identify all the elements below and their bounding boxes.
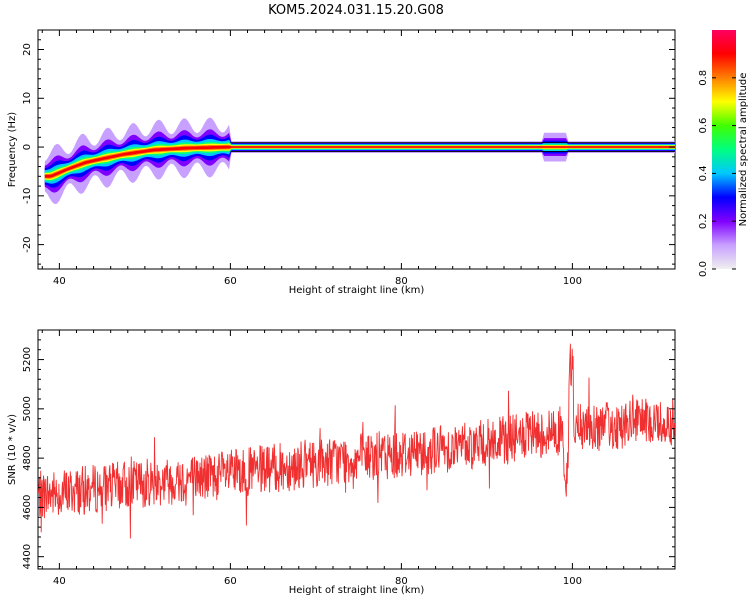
snr-frame (37, 329, 676, 570)
figure-title: KOM5.2024.031.15.20.G08 (268, 3, 444, 18)
snr-y-tick-label: 5000 (22, 396, 33, 421)
spectrogram-x-label: Height of straight line (km) (289, 285, 425, 296)
snr-x-tick-label: 60 (224, 576, 237, 587)
snr-y-tick-label: 5200 (22, 347, 33, 372)
spectrogram-y-tick-label: -10 (22, 188, 33, 204)
snr-ticks: 40 60 80 100 4400 4600 4800 5000 5200 (22, 329, 676, 587)
snr-x-tick-label: 40 (53, 576, 66, 587)
colorbar-gradient (712, 30, 736, 269)
spectrogram-y-tick-label: 0 (22, 144, 33, 150)
snr-y-label: SNR (10 * v/v) (7, 414, 18, 485)
heatmap-band-6 (44, 144, 675, 179)
spectrogram-x-tick-label: 80 (395, 276, 408, 287)
spectrogram-y-label: Frequency (Hz) (7, 112, 18, 188)
snr-panel: 40 60 80 100 4400 4600 4800 5000 5200 Height of … (7, 329, 676, 596)
snr-x-tick-label: 100 (563, 576, 582, 587)
spectrogram-y-tick-label: 20 (22, 43, 33, 56)
snr-y-tick-label: 4800 (22, 445, 33, 470)
colorbar-tick-label: 0.2 (698, 213, 709, 229)
colorbar-tick-label: 0.8 (698, 70, 709, 86)
spectrogram-x-tick-label: 100 (563, 276, 582, 287)
snr-y-tick-label: 4600 (22, 495, 33, 520)
heatmap-band-4 (44, 141, 675, 182)
colorbar-ticks: 0.0 0.2 0.4 0.6 0.8 (698, 70, 736, 277)
snr-y-tick-label: 4400 (22, 544, 33, 569)
spectrogram-x-tick-label: 60 (224, 276, 237, 287)
spectrogram-x-tick-label: 40 (53, 276, 66, 287)
spectrogram-ticks: 40 60 80 100 -20 -10 0 10 20 (22, 29, 676, 287)
snr-x-label: Height of straight line (km) (289, 585, 425, 596)
colorbar-tick-label: 0.4 (698, 165, 709, 181)
spectrogram-y-tick-label: -20 (22, 236, 33, 252)
colorbar: 0.0 0.2 0.4 0.6 0.8 Normalized spectral ampl… (698, 30, 749, 277)
snr-series-line (38, 343, 675, 539)
spectrogram-panel: 40 60 80 100 -20 -10 0 10 20 Height of straight … (7, 29, 676, 296)
colorbar-label: Normalized spectral amplitude (738, 73, 749, 227)
snr-x-tick-label: 80 (395, 576, 408, 587)
colorbar-tick-label: 0.0 (698, 261, 709, 277)
spectrogram-y-tick-label: 10 (22, 92, 33, 105)
spectrogram-heatmap (44, 117, 675, 204)
colorbar-tick-label: 0.6 (698, 118, 709, 134)
